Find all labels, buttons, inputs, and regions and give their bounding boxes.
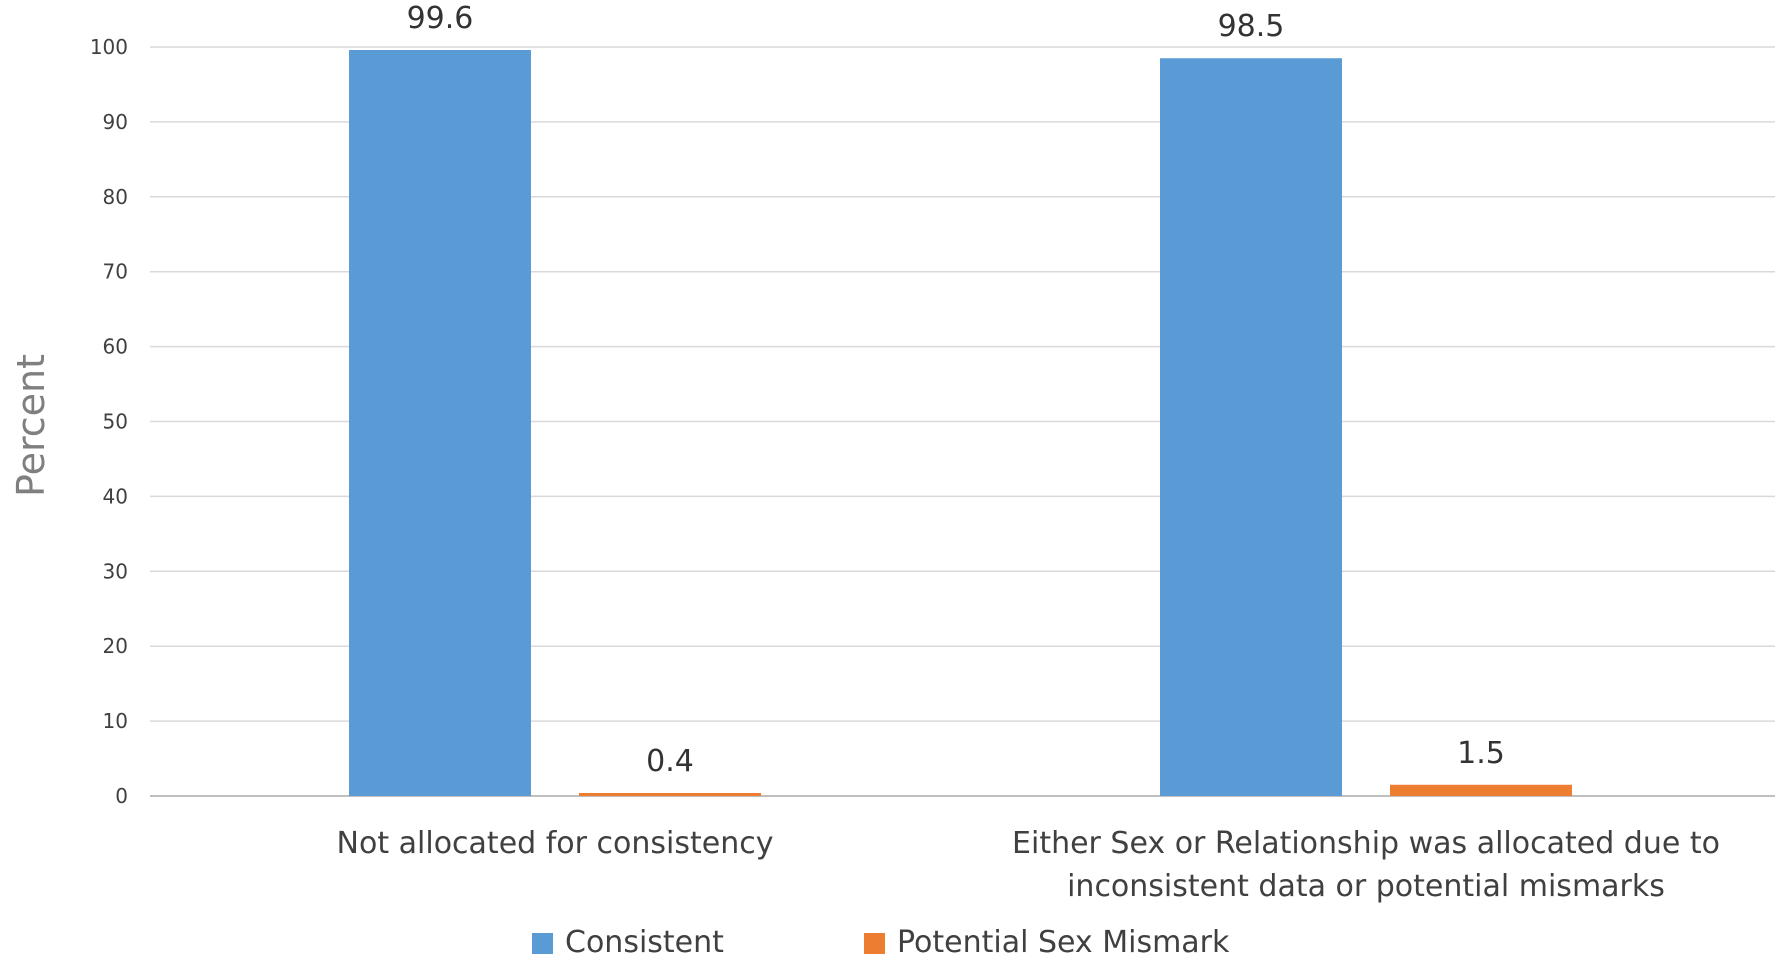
y-tick-label: 40: [103, 484, 128, 508]
data-label: 0.4: [646, 744, 694, 779]
bar-potential-sex-mismark: [1390, 784, 1572, 796]
y-axis-title: Percent: [9, 354, 53, 497]
y-tick-label: 80: [103, 185, 128, 209]
y-tick-label: 50: [103, 410, 128, 434]
bar-consistent: [1160, 58, 1342, 797]
legend-label: Potential Sex Mismark: [897, 925, 1230, 960]
x-axis-category-labels: Not allocated for consistency Either Sex …: [337, 826, 1720, 904]
y-tick-label: 100: [90, 35, 128, 59]
y-tick-label: 20: [103, 634, 128, 658]
data-label: 99.6: [407, 1, 474, 36]
legend-swatch: [864, 933, 885, 954]
y-tick-label: 10: [103, 709, 128, 733]
legend: Consistent Potential Sex Mismark: [532, 925, 1230, 960]
bar-consistent: [349, 49, 531, 797]
legend-label: Consistent: [565, 925, 724, 960]
data-label: 1.5: [1457, 736, 1505, 771]
category-label: Not allocated for consistency: [337, 826, 774, 861]
bar-potential-sex-mismark: [579, 793, 761, 796]
data-labels: 99.6 98.5 0.4 1.5: [407, 1, 1505, 779]
category-label: inconsistent data or potential mismarks: [1067, 869, 1665, 904]
y-tick-label: 0: [115, 784, 128, 808]
y-tick-label: 30: [103, 559, 128, 583]
data-label: 98.5: [1218, 9, 1285, 44]
y-tick-label: 70: [103, 260, 128, 284]
category-label: Either Sex or Relationship was allocated…: [1012, 826, 1720, 861]
y-axis-ticks: 0 10 20 30 40 50 60 70 80 90 100: [90, 35, 128, 808]
y-tick-label: 60: [103, 335, 128, 359]
bars: [349, 49, 1572, 797]
legend-swatch: [532, 933, 553, 954]
y-tick-label: 90: [103, 110, 128, 134]
